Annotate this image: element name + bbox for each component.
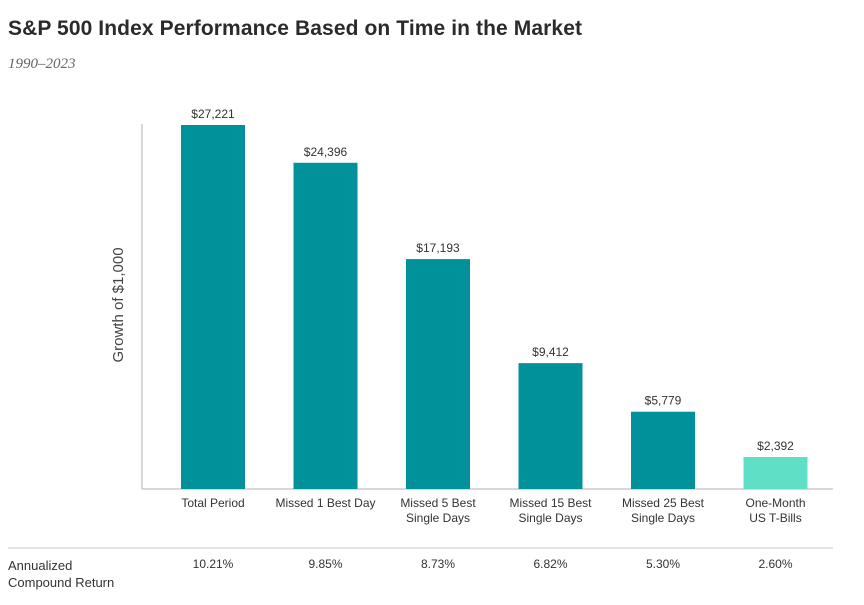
bars-group: $27,221 Total Period $24,396 Missed 1 Best … [181, 107, 808, 525]
y-axis-label: Growth of $1,000 [110, 247, 127, 362]
x-tick-label: Single Days [518, 511, 582, 525]
bar-value-label: $2,392 [757, 439, 794, 453]
bar [743, 457, 808, 489]
x-tick-label: Single Days [631, 511, 695, 525]
bar [181, 125, 245, 489]
annualized-return-label-line2: Compound Return [8, 575, 115, 590]
x-tick-label: Total Period [181, 496, 244, 510]
bar [293, 162, 358, 489]
bar-value-label: $9,412 [532, 345, 569, 359]
annualized-return-value: 8.73% [420, 557, 456, 571]
x-tick-label: Single Days [406, 511, 470, 525]
bar [406, 259, 470, 489]
x-tick-label: Missed 15 Best [509, 496, 592, 510]
bar [518, 363, 583, 489]
chart-title: S&P 500 Index Performance Based on Time … [8, 17, 583, 40]
bar-value-label: $27,221 [191, 107, 235, 121]
x-tick-label: One-Month [745, 496, 805, 510]
x-tick-label: Missed 25 Best [622, 496, 705, 510]
chart-subtitle: 1990–2023 [8, 56, 76, 72]
x-tick-label: Missed 1 Best Day [275, 496, 375, 510]
x-tick-label: US T-Bills [749, 511, 801, 525]
bar [631, 411, 695, 489]
bar-value-label: $17,193 [416, 241, 460, 255]
annualized-return-value: 10.21% [192, 557, 234, 571]
annualized-return-value: 6.82% [533, 557, 568, 571]
annualized-return-value: 5.30% [645, 557, 681, 571]
annualized-return-label-line1: Annualized [8, 558, 73, 573]
annualized-return-label: Annualized Compound Return [8, 557, 138, 591]
annualized-return-value: 9.85% [308, 557, 343, 571]
bar-value-label: $5,779 [645, 394, 682, 408]
x-tick-label: Missed 5 Best [400, 496, 476, 510]
bar-value-label: $24,396 [304, 145, 348, 159]
annualized-return-value: 2.60% [758, 557, 793, 571]
